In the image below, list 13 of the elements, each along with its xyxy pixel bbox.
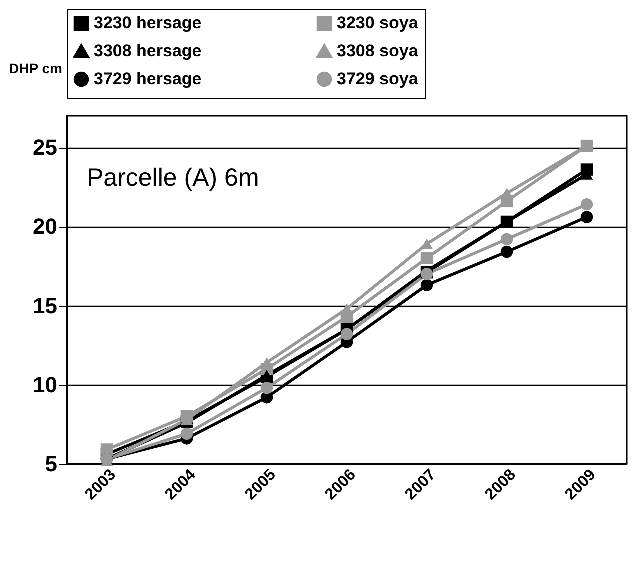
y-tick-label: 25 bbox=[33, 135, 58, 160]
legend-label: 3308 hersage bbox=[94, 42, 202, 60]
legend-label: 3230 hersage bbox=[94, 14, 202, 33]
y-tick-label: 20 bbox=[33, 214, 58, 240]
y-tick-label: 5 bbox=[45, 452, 58, 476]
y-axis-title: DHP cm bbox=[9, 60, 62, 76]
y-tick-label: 15 bbox=[33, 293, 58, 318]
legend-label: 3729 soya bbox=[337, 70, 419, 88]
legend-label: 3230 soya bbox=[337, 14, 419, 33]
legend-label: 3729 hersage bbox=[94, 70, 202, 88]
y-tick-label: 10 bbox=[33, 372, 58, 398]
annotation: Parcelle (A) 6m bbox=[87, 164, 260, 192]
legend-label: 3308 soya bbox=[337, 42, 419, 60]
